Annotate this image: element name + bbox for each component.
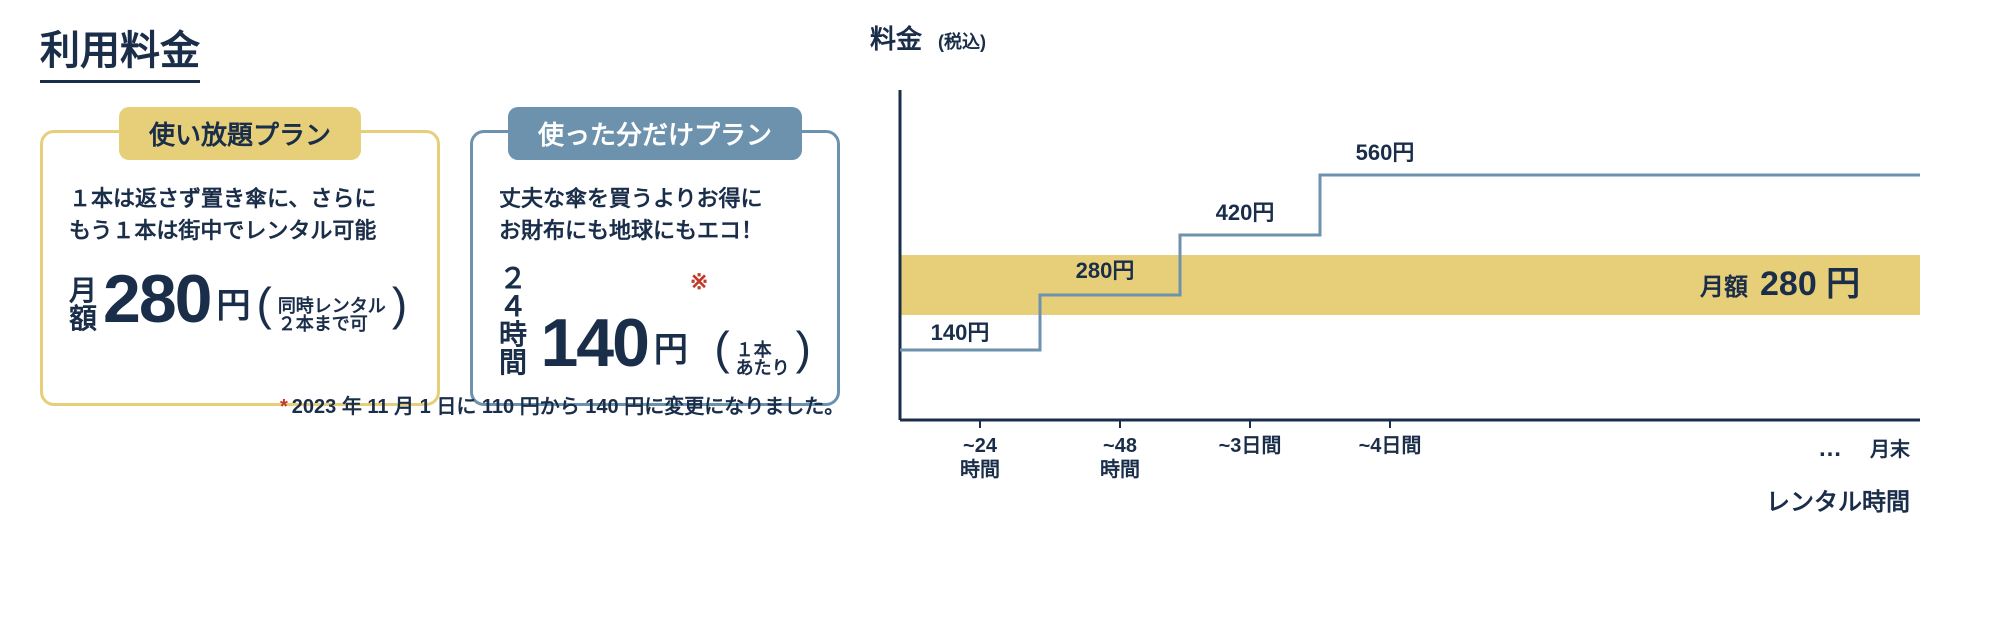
svg-text:時間: 時間 (960, 457, 1000, 481)
svg-text:(税込): (税込) (938, 31, 986, 52)
svg-text:~48: ~48 (1103, 435, 1137, 457)
plan-payg-price: ２４ 時間 140 円 ※ ( １本 あたり ) (499, 265, 811, 377)
price-value: 140 (540, 309, 647, 377)
plan-payg-card: 使った分だけプラン 丈夫な傘を買うよりお得に お財布にも地球にもエコ！ ２４ 時… (470, 130, 840, 406)
price-value: 280 (103, 265, 210, 333)
plan-unlimited-card: 使い放題プラン １本は返さず置き傘に、さらに もう１本は街中でレンタル可能 月 … (40, 130, 440, 406)
footnote-text: 2023 年 11 月 1 日に 110 円から 140 円に変更になりました。 (292, 396, 844, 418)
paren-open: ( (256, 277, 271, 333)
paren-open: ( (714, 321, 729, 377)
svg-text:560円: 560円 (1356, 140, 1415, 165)
paren-top: 同時レンタル (278, 297, 386, 315)
svg-text:レンタル時間: レンタル時間 (1766, 489, 1910, 516)
plan-payg-desc: 丈夫な傘を買うよりお得に お財布にも地球にもエコ！ (499, 183, 811, 247)
prefix-bottom: 額 (69, 305, 97, 333)
prefix-top: 月 (69, 277, 97, 305)
paren-bottom: ２本まで可 (278, 315, 386, 333)
svg-text:280 円: 280 円 (1760, 265, 1860, 303)
paren-bottom: あたり (736, 359, 790, 377)
price-change-footnote: *2023 年 11 月 1 日に 110 円から 140 円に変更になりました… (280, 390, 844, 419)
asterisk-icon: ※ (690, 269, 708, 295)
prefix-bottom: 時間 (499, 321, 534, 377)
plan-payg-tab: 使った分だけプラン (508, 107, 802, 160)
price-prefix: 月 額 (69, 277, 97, 333)
svg-text:420円: 420円 (1216, 200, 1275, 225)
paren-content: １本 あたり (736, 341, 790, 377)
prefix-top: ２４ (499, 265, 534, 321)
paren-close: ) (392, 277, 407, 333)
footnote-star-icon: * (280, 396, 288, 418)
plans-row: 使い放題プラン １本は返さず置き傘に、さらに もう１本は街中でレンタル可能 月 … (40, 130, 840, 406)
svg-text:140円: 140円 (931, 320, 990, 345)
price-unit: 円 (216, 278, 250, 333)
svg-text:~3日間: ~3日間 (1219, 434, 1282, 457)
svg-text:…: … (1818, 435, 1842, 462)
paren-top: １本 (736, 341, 790, 359)
svg-text:~24: ~24 (963, 435, 998, 457)
svg-text:月額: 月額 (1699, 273, 1748, 301)
price-chart: 料金(税込)140円280円420円560円月額280 円~24時間~48時間~… (870, 20, 1960, 580)
svg-text:時間: 時間 (1100, 457, 1140, 481)
paren-close: ) (796, 321, 811, 377)
section-title: 利用料金 (40, 18, 200, 83)
plan-unlimited-desc: １本は返さず置き傘に、さらに もう１本は街中でレンタル可能 (69, 183, 411, 247)
price-prefix: ２４ 時間 (499, 265, 534, 377)
plan-unlimited-tab: 使い放題プラン (119, 107, 361, 160)
paren-content: 同時レンタル ２本まで可 (278, 297, 386, 333)
svg-text:~4日間: ~4日間 (1359, 434, 1422, 457)
price-unit: 円 (654, 322, 688, 377)
svg-text:月末: 月末 (1869, 438, 1911, 461)
plan-unlimited-price: 月 額 280 円 ( 同時レンタル ２本まで可 ) (69, 265, 411, 333)
svg-text:280円: 280円 (1076, 258, 1135, 283)
svg-text:料金: 料金 (870, 24, 923, 54)
